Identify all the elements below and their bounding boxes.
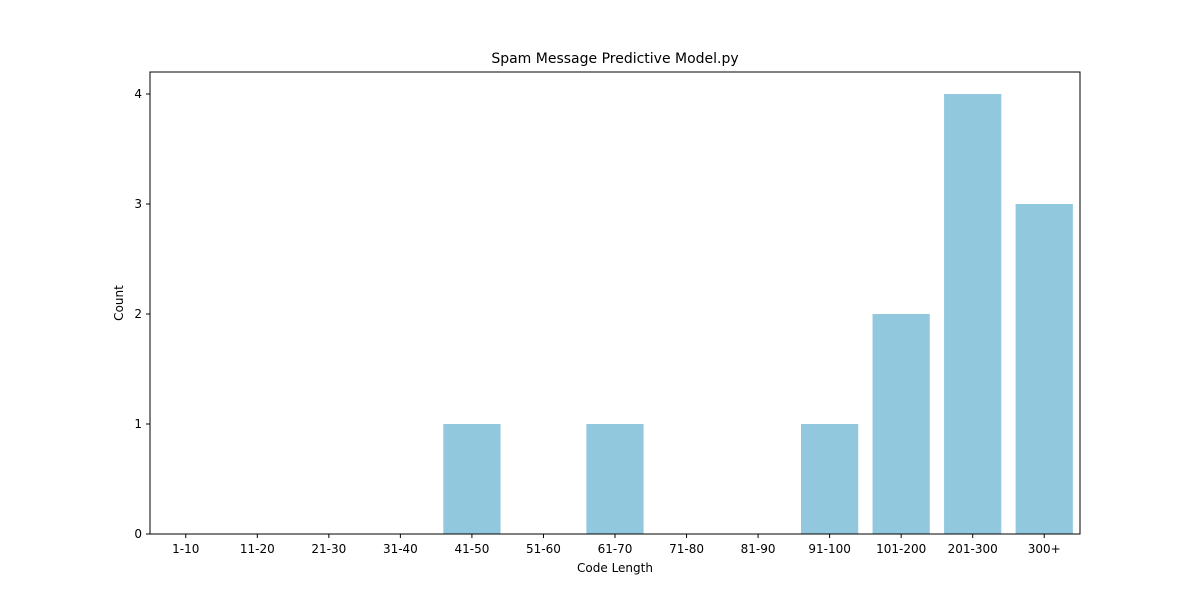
x-tick-label: 51-60 xyxy=(526,542,561,556)
bar-91-100 xyxy=(801,424,859,534)
x-tick-label: 300+ xyxy=(1028,542,1061,556)
x-tick-label: 41-50 xyxy=(454,542,489,556)
bar-101-200 xyxy=(872,314,930,534)
x-tick-label: 1-10 xyxy=(172,542,199,556)
x-tick-label: 31-40 xyxy=(383,542,418,556)
x-tick-label: 91-100 xyxy=(808,542,851,556)
x-tick-label: 81-90 xyxy=(741,542,776,556)
bar-300+ xyxy=(1015,204,1073,534)
y-tick-label: 2 xyxy=(134,307,142,321)
x-tick-label: 21-30 xyxy=(311,542,346,556)
y-tick-label: 3 xyxy=(134,197,142,211)
x-axis: 1-10 11-20 21-30 31-40 41-50 51-60 61-70 71-80 8… xyxy=(172,534,1061,556)
y-axis-label: Count xyxy=(112,285,126,321)
y-axis: 0 1 2 3 4 xyxy=(134,87,150,541)
x-tick-label: 201-300 xyxy=(948,542,998,556)
bar-201-300 xyxy=(944,94,1002,534)
bar-61-70 xyxy=(586,424,644,534)
y-tick-label: 0 xyxy=(134,527,142,541)
x-tick-label: 61-70 xyxy=(598,542,633,556)
y-tick-label: 4 xyxy=(134,87,142,101)
chart-title: Spam Message Predictive Model.py xyxy=(491,51,738,67)
x-tick-label: 11-20 xyxy=(240,542,275,556)
x-tick-label: 101-200 xyxy=(876,542,926,556)
x-axis-label: Code Length xyxy=(577,561,653,575)
bars-group xyxy=(443,94,1073,534)
x-tick-label: 71-80 xyxy=(669,542,704,556)
bar-41-50 xyxy=(443,424,501,534)
y-tick-label: 1 xyxy=(134,417,142,431)
